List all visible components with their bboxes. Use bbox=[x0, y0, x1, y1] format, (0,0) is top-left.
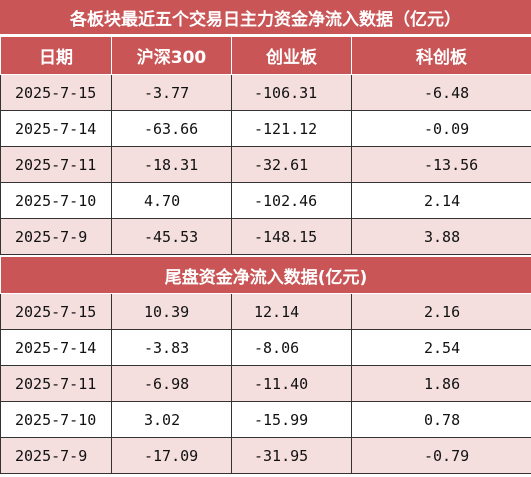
hs300-cell: 10.39 bbox=[111, 293, 232, 330]
hs300-cell: -18.31 bbox=[111, 146, 232, 183]
star-cell: 1.86 bbox=[350, 365, 531, 402]
star-cell: 2.16 bbox=[350, 293, 531, 330]
hs300-cell: -3.77 bbox=[111, 74, 232, 111]
chinext-cell: -15.99 bbox=[231, 401, 352, 438]
tail-section-title: 尾盘资金净流入数据(亿元) bbox=[0, 256, 531, 294]
star-cell: -6.48 bbox=[351, 74, 531, 111]
table-row: 2025-7-14 -63.66 -121.12 -0.09 bbox=[0, 110, 531, 147]
chinext-cell: 12.14 bbox=[231, 293, 352, 330]
hs300-cell: -63.66 bbox=[111, 110, 232, 147]
date-cell: 2025-7-15 bbox=[0, 293, 112, 330]
star-cell: 3.88 bbox=[351, 218, 531, 255]
chinext-cell: -31.95 bbox=[231, 437, 352, 474]
chinext-cell: -106.31 bbox=[231, 74, 352, 111]
header-hs300: 沪深300 bbox=[111, 36, 232, 75]
table-row: 2025-7-9 -17.09 -31.95 -0.79 bbox=[0, 437, 531, 474]
date-cell: 2025-7-9 bbox=[0, 437, 112, 474]
main-fund-flow-table: 日期 沪深300 创业板 科创板 2025-7-15 -3.77 -106.31… bbox=[0, 36, 531, 255]
table-row: 2025-7-14 -3.83 -8.06 2.54 bbox=[0, 329, 531, 366]
date-cell: 2025-7-14 bbox=[0, 329, 112, 366]
table-row: 2025-7-11 -6.98 -11.40 1.86 bbox=[0, 365, 531, 402]
chinext-cell: -102.46 bbox=[231, 182, 352, 219]
hs300-cell: -6.98 bbox=[111, 365, 232, 402]
table-row: 2025-7-9 -45.53 -148.15 3.88 bbox=[0, 218, 531, 255]
star-cell: 2.14 bbox=[351, 182, 531, 219]
hs300-cell: -3.83 bbox=[111, 329, 232, 366]
section-header-row: 尾盘资金净流入数据(亿元) bbox=[0, 256, 531, 294]
hs300-cell: -17.09 bbox=[111, 437, 232, 474]
date-cell: 2025-7-10 bbox=[0, 401, 112, 438]
table-row: 2025-7-15 10.39 12.14 2.16 bbox=[0, 293, 531, 330]
page-title: 各板块最近五个交易日主力资金净流入数据（亿元） bbox=[0, 0, 531, 36]
header-star-market: 科创板 bbox=[351, 36, 531, 75]
date-cell: 2025-7-11 bbox=[0, 146, 112, 183]
date-cell: 2025-7-14 bbox=[0, 110, 112, 147]
date-cell: 2025-7-15 bbox=[0, 74, 112, 111]
date-cell: 2025-7-9 bbox=[0, 218, 112, 255]
chinext-cell: -148.15 bbox=[231, 218, 352, 255]
star-cell: 0.78 bbox=[350, 401, 531, 438]
header-chinext: 创业板 bbox=[231, 36, 352, 75]
date-cell: 2025-7-10 bbox=[0, 182, 112, 219]
star-cell: -0.79 bbox=[350, 437, 531, 474]
star-cell: 2.54 bbox=[350, 329, 531, 366]
hs300-cell: 4.70 bbox=[111, 182, 232, 219]
table-row: 2025-7-11 -18.31 -32.61 -13.56 bbox=[0, 146, 531, 183]
date-cell: 2025-7-11 bbox=[0, 365, 112, 402]
star-cell: -0.09 bbox=[351, 110, 531, 147]
table-row: 2025-7-10 4.70 -102.46 2.14 bbox=[0, 182, 531, 219]
chinext-cell: -32.61 bbox=[231, 146, 352, 183]
table-row: 2025-7-15 -3.77 -106.31 -6.48 bbox=[0, 74, 531, 111]
table-row: 2025-7-10 3.02 -15.99 0.78 bbox=[0, 401, 531, 438]
tail-fund-flow-table: 尾盘资金净流入数据(亿元) 2025-7-15 10.39 12.14 2.16… bbox=[0, 256, 531, 474]
star-cell: -13.56 bbox=[351, 146, 531, 183]
chinext-cell: -8.06 bbox=[231, 329, 352, 366]
header-date: 日期 bbox=[0, 36, 112, 75]
hs300-cell: 3.02 bbox=[111, 401, 232, 438]
chinext-cell: -121.12 bbox=[231, 110, 352, 147]
hs300-cell: -45.53 bbox=[111, 218, 232, 255]
table-header-row: 日期 沪深300 创业板 科创板 bbox=[0, 36, 531, 75]
chinext-cell: -11.40 bbox=[231, 365, 352, 402]
